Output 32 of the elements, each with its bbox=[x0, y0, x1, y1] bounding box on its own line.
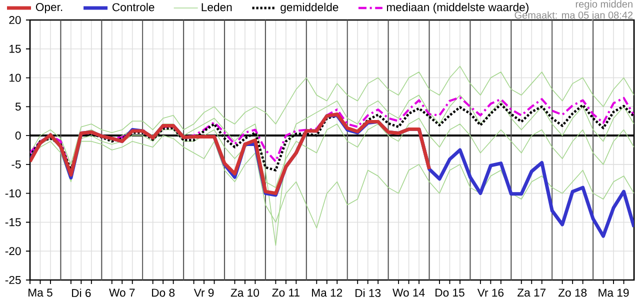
x-tick-label: Do 8 bbox=[152, 288, 175, 297]
y-tick-label: -20 bbox=[5, 247, 21, 256]
x-tick-label: Di 13 bbox=[356, 288, 381, 298]
x-tick-label: Ma 12 bbox=[312, 288, 342, 297]
legend-label: mediaan (middelste waarde) bbox=[386, 2, 528, 14]
x-tick-label: Za 17 bbox=[518, 288, 546, 297]
x-tick-label: Do 15 bbox=[436, 288, 464, 297]
legend-label: Controle bbox=[112, 2, 154, 12]
y-tick-label: 0 bbox=[15, 132, 21, 140]
x-tick-label: Za 10 bbox=[230, 288, 260, 297]
x-tick-label: Zo 11 bbox=[272, 288, 300, 297]
x-tick-label: Wo 14 bbox=[392, 288, 425, 297]
x-tick-label: Wo 7 bbox=[109, 288, 135, 297]
y-tick-label: 15 bbox=[10, 44, 21, 53]
y-tick-label: -10 bbox=[5, 189, 21, 198]
y-tick-label: -15 bbox=[5, 218, 21, 226]
x-tick-label: Vr 16 bbox=[477, 288, 504, 297]
y-tick-label: -5 bbox=[12, 160, 21, 168]
x-tick-label: Vr 9 bbox=[194, 288, 214, 297]
legend-label: Leden bbox=[202, 2, 232, 12]
y-tick-label: 20 bbox=[9, 16, 21, 24]
x-tick-label: Zo 18 bbox=[558, 288, 587, 297]
y-tick-label: -25 bbox=[5, 276, 21, 284]
annotation: Gemaakt: ma 05 jan 08:42 bbox=[514, 11, 633, 21]
y-tick-label: 10 bbox=[10, 74, 21, 82]
y-tick-label: 5 bbox=[15, 102, 21, 111]
text: regio midden bbox=[576, 0, 632, 10]
x-tick-label: Di 6 bbox=[72, 288, 91, 298]
x-tick-label: Ma 19 bbox=[598, 288, 629, 297]
x-tick-label: Ma 5 bbox=[28, 288, 52, 297]
legend-label: gemiddelde bbox=[280, 2, 338, 14]
legend-label: Oper. bbox=[36, 3, 62, 14]
